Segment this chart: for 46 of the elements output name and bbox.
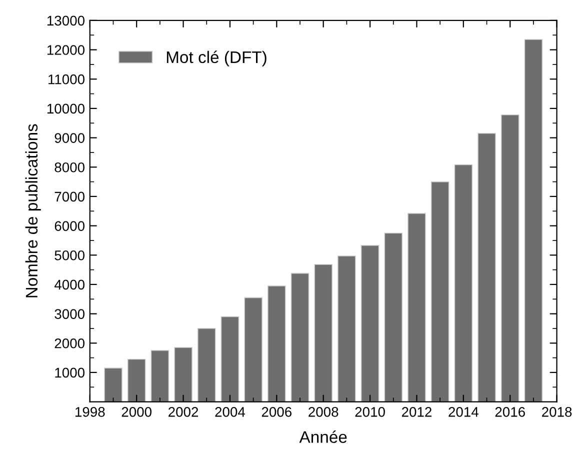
y-tick-label: 13000 — [47, 16, 84, 26]
y-tick-label: 7000 — [54, 192, 84, 202]
bar — [104, 368, 122, 402]
bar — [454, 164, 473, 402]
x-tick-label: 2014 — [448, 407, 478, 417]
bar — [244, 297, 262, 402]
x-axis-title: Année — [299, 430, 347, 443]
y-tick-label: 10000 — [47, 104, 84, 114]
bar — [267, 285, 286, 402]
bar — [500, 114, 520, 402]
y-tick-label: 3000 — [54, 309, 84, 319]
bar — [197, 328, 216, 402]
x-tick-label: 2016 — [495, 407, 525, 417]
bar — [478, 132, 496, 402]
y-tick-label: 5000 — [54, 250, 84, 260]
y-tick-label: 9000 — [54, 133, 84, 143]
x-tick-label: 2006 — [262, 407, 292, 417]
x-tick-label: 2008 — [308, 407, 338, 417]
bar — [524, 39, 543, 402]
bar — [220, 316, 240, 402]
y-tick-label: 11000 — [48, 74, 84, 84]
bar — [314, 264, 333, 402]
bar — [150, 350, 170, 402]
bar — [384, 232, 403, 402]
bar — [408, 213, 426, 402]
y-tick-label: 6000 — [54, 221, 84, 231]
bar — [430, 181, 450, 402]
y-tick-label: 12000 — [47, 45, 84, 55]
bar — [127, 358, 146, 402]
x-tick-label: 2002 — [168, 407, 198, 417]
y-tick-label: 1000 — [55, 368, 84, 378]
y-tick-label: 8000 — [54, 162, 84, 172]
x-tick-label: 1998 — [76, 407, 105, 417]
x-tick-label: 2010 — [355, 407, 385, 417]
y-axis-title: Nombre de publications — [25, 124, 41, 298]
bar — [290, 272, 310, 402]
y-tick-label: 4000 — [54, 280, 84, 290]
x-tick-label: 2000 — [122, 407, 152, 417]
x-tick-label: 2004 — [215, 407, 246, 417]
bar — [360, 245, 380, 402]
bar — [174, 347, 192, 402]
x-tick-label: 2012 — [402, 407, 432, 417]
bar — [338, 256, 356, 402]
y-tick-label: 2000 — [54, 338, 84, 348]
x-tick-label: 2018 — [542, 407, 572, 417]
legend-label: Mot clé (DFT) — [166, 50, 266, 66]
